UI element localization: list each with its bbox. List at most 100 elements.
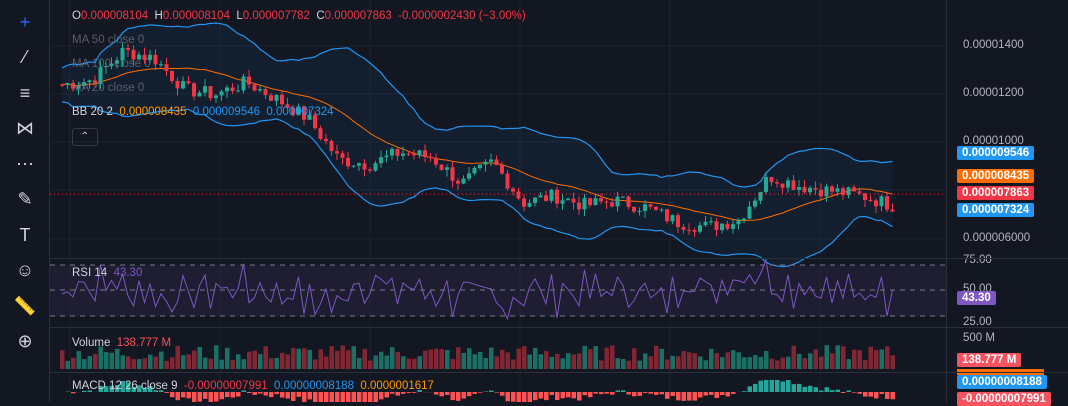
pattern-icon[interactable]: ⋈ xyxy=(13,117,37,141)
macd-hist-bar xyxy=(544,392,549,400)
ma100-legend[interactable]: MA 100 close 0 xyxy=(72,58,151,70)
volume-bar xyxy=(880,349,885,369)
macd-hist-bar xyxy=(440,392,445,396)
trend-line-icon[interactable]: ⁄ xyxy=(13,46,37,70)
volume-bar xyxy=(610,345,615,369)
bb-basis-value: 0.000008435 xyxy=(119,106,186,118)
volume-bar xyxy=(605,348,610,369)
candle-body xyxy=(737,220,741,224)
volume-bar xyxy=(269,358,274,369)
volume-bar xyxy=(495,356,500,369)
bollinger-fill xyxy=(62,23,893,266)
volume-bar xyxy=(280,353,285,369)
macd-hist-bar xyxy=(599,392,604,394)
candle-body xyxy=(632,207,636,212)
macd-legend[interactable]: MACD 12 26 close 9 -0.00000007991 0.0000… xyxy=(72,380,434,392)
candle-body xyxy=(264,89,268,95)
macd-hist-bar xyxy=(357,392,362,402)
candle-body xyxy=(577,203,581,210)
macd-hist-bar xyxy=(319,392,324,402)
macd-hist-bar xyxy=(456,392,461,401)
rsi-legend[interactable]: RSI 14 43.30 xyxy=(72,267,142,279)
volume-bar xyxy=(671,356,676,369)
volume-bar xyxy=(275,358,280,369)
macd-hist-bar xyxy=(863,392,868,397)
fib-icon[interactable]: ⋯ xyxy=(13,152,37,176)
bb-legend[interactable]: BB 20 2 0.000008435 0.000009546 0.000007… xyxy=(72,106,334,118)
macd-hist-bar xyxy=(616,390,621,392)
macd-hist-bar xyxy=(577,392,582,400)
candle-body xyxy=(720,224,724,230)
volume-bar xyxy=(808,353,813,369)
open-label: O xyxy=(72,10,81,22)
volume-bar xyxy=(451,359,456,369)
candle-body xyxy=(209,86,213,98)
candle-body xyxy=(231,88,235,91)
ruler-icon[interactable]: 📏 xyxy=(13,294,37,318)
ma20-legend[interactable]: MA 20 close 0 xyxy=(72,82,144,94)
ma50-legend[interactable]: MA 50 close 0 xyxy=(72,34,144,46)
volume-bar xyxy=(154,357,159,369)
macd-hist-bar xyxy=(379,392,384,399)
macd-hist-bar xyxy=(819,391,824,392)
macd-hist-bar xyxy=(209,392,214,402)
macd-hist-bar xyxy=(203,392,208,399)
price-axis[interactable]: 0.00001400 0.00001200 0.00001000 0.00000… xyxy=(946,0,1068,402)
volume-bar xyxy=(583,346,588,369)
volume-bar xyxy=(440,349,445,369)
chart-area[interactable]: O0.000008104 H0.000008104 L0.000007782 C… xyxy=(50,0,946,402)
horizontal-lines-icon[interactable]: ≡ xyxy=(13,81,37,105)
volume-bar xyxy=(192,350,197,369)
macd-hist-bar xyxy=(500,392,505,396)
macd-hist-bar xyxy=(566,392,571,397)
volume-bar xyxy=(588,349,593,369)
volume-bar xyxy=(665,359,670,369)
macd-hist-bar xyxy=(885,392,890,399)
volume-bar xyxy=(423,351,428,369)
volume-bar xyxy=(396,352,401,369)
text-icon[interactable]: T xyxy=(13,223,37,247)
candle-body xyxy=(621,196,625,197)
candle-body xyxy=(643,204,647,211)
macd-hist-bar xyxy=(572,392,577,398)
macd-hist-bar xyxy=(654,392,659,395)
macd-hist-bar xyxy=(396,392,401,396)
macd-hist-bar xyxy=(335,392,340,402)
emoji-icon[interactable]: ☺ xyxy=(13,259,37,283)
candle-body xyxy=(335,151,339,153)
macd-hist-bar xyxy=(847,390,852,392)
volume-bar xyxy=(88,356,93,369)
volume-bar xyxy=(533,348,538,369)
pane-divider[interactable] xyxy=(50,258,1068,259)
volume-bar xyxy=(214,345,219,369)
volume-bar xyxy=(390,347,395,369)
volume-bar xyxy=(126,356,131,369)
candle-body xyxy=(176,81,180,88)
zoom-in-icon[interactable]: ⊕ xyxy=(13,330,37,354)
candle-body xyxy=(407,154,411,155)
macd-hist-bar xyxy=(621,390,626,392)
volume-bar xyxy=(352,346,357,369)
volume-legend[interactable]: Volume 138.777 M xyxy=(72,337,171,349)
volume-bar xyxy=(511,359,516,369)
crosshair-icon[interactable]: + xyxy=(13,10,37,34)
brush-icon[interactable]: ✎ xyxy=(13,188,37,212)
macd-hist-bar xyxy=(192,392,197,402)
volume-bar xyxy=(555,354,560,369)
volume-bar xyxy=(731,350,736,369)
candle-body xyxy=(225,88,229,92)
volume-bar xyxy=(643,353,648,369)
macd-hist-bar xyxy=(286,392,291,399)
chart-canvas[interactable] xyxy=(50,0,946,402)
pane-divider[interactable] xyxy=(50,327,1068,328)
collapse-legend-button[interactable]: ⌃ xyxy=(72,128,98,146)
volume-bar xyxy=(187,355,192,369)
pane-divider[interactable] xyxy=(50,372,1068,373)
candle-body xyxy=(242,77,246,91)
macd-hist-bar xyxy=(445,392,450,395)
candle-body xyxy=(60,85,64,86)
volume-bar xyxy=(297,349,302,369)
high-label: H xyxy=(155,10,163,22)
candle-body xyxy=(423,150,427,156)
volume-bar xyxy=(341,346,346,369)
